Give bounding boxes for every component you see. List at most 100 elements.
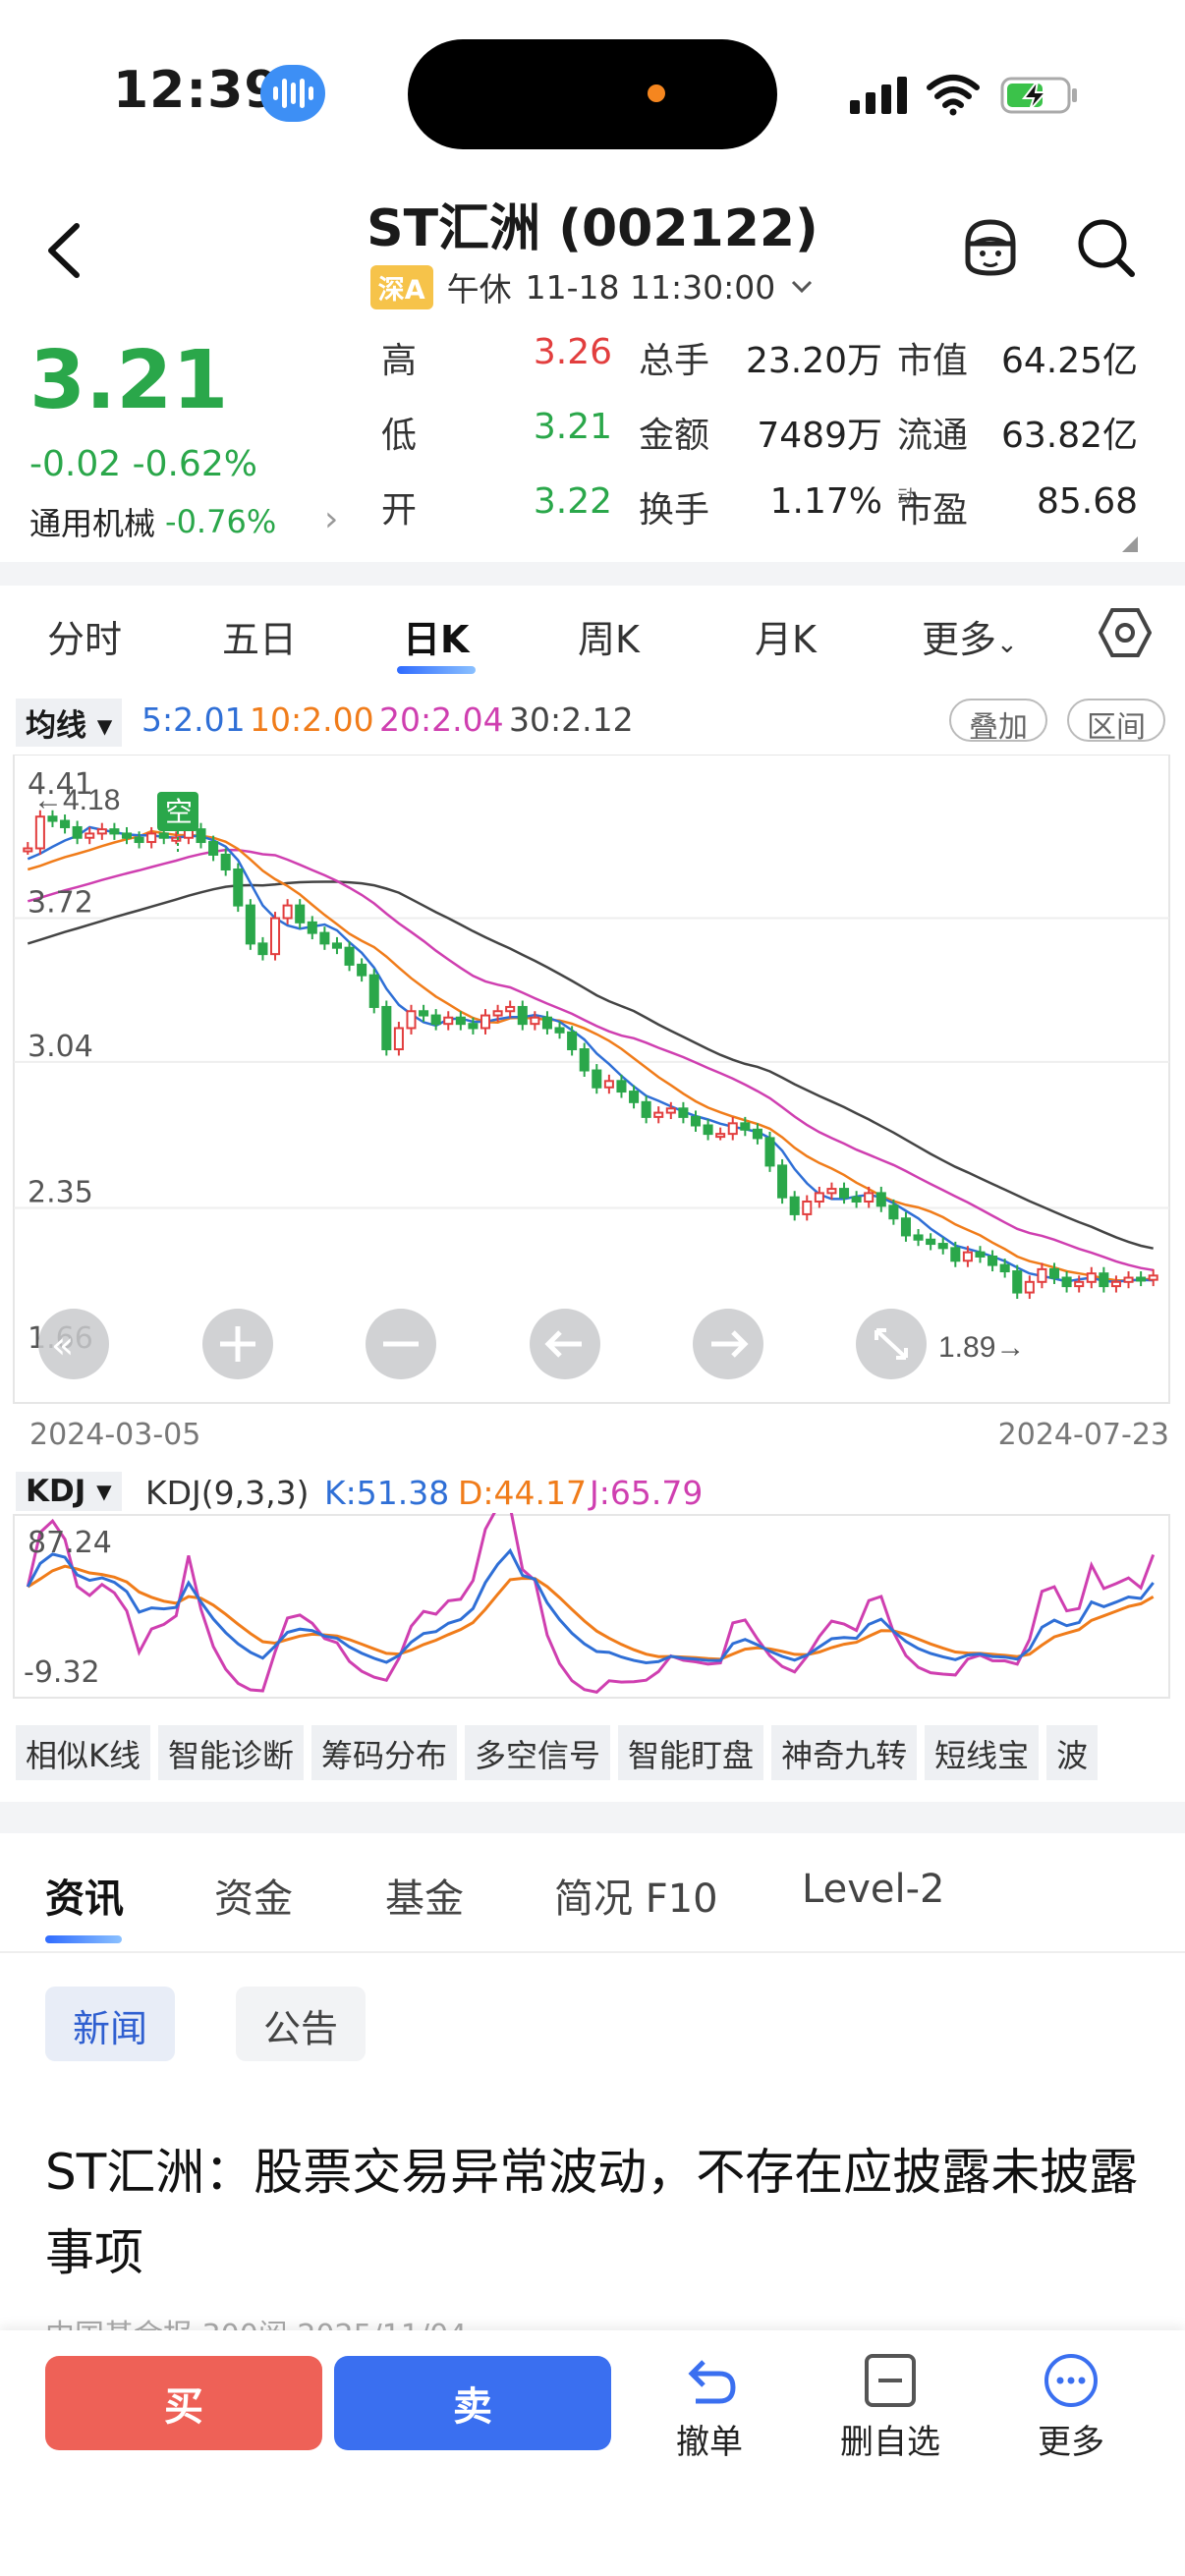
ma30-value: 30:2.12 (509, 700, 634, 739)
back-arrow-icon[interactable] (39, 218, 88, 283)
chart-settings-icon[interactable] (1099, 606, 1152, 659)
pe-type-sup: 动 (897, 485, 917, 509)
kdj-k-value: K:51.38 (324, 1474, 450, 1512)
stat-label: 高 (381, 341, 418, 381)
ma20-value: 20:2.04 (379, 700, 504, 739)
buy-button[interactable]: 买 (45, 2356, 322, 2450)
expand-corner-icon[interactable] (1122, 536, 1138, 552)
y-tick-label: 2.35 (28, 1175, 93, 1209)
ma5-line (27, 825, 1154, 1284)
tab-intraday[interactable]: 分时 (47, 618, 123, 661)
fullscreen-button[interactable] (856, 1309, 927, 1379)
tab-news-info[interactable]: 资讯 (45, 1876, 124, 1922)
sector-link[interactable]: 通用机械 -0.76% › (29, 499, 354, 544)
kdj-chart[interactable]: 87.24 -9.32 (0, 1513, 1185, 1700)
candle-body (579, 1048, 590, 1072)
candle-body (307, 921, 317, 934)
candle-body (381, 1005, 392, 1051)
candle-body (96, 828, 107, 835)
tab-profile-f10[interactable]: 简况 F10 (554, 1876, 718, 1922)
sell-button[interactable]: 卖 (334, 2356, 611, 2450)
tool-smart-watch[interactable]: 智能盯盘 (618, 1725, 764, 1780)
candle-body (740, 1122, 751, 1131)
signal-tag-text: 空 (165, 796, 193, 828)
overlay-button[interactable]: 叠加 (949, 699, 1047, 745)
subtab-announcement[interactable]: 公告 (236, 1987, 367, 2061)
jump-start-button[interactable]: « (38, 1309, 109, 1379)
stat-label: 市盈动 (897, 485, 969, 531)
candle-body (839, 1188, 850, 1199)
quote-stats: 高 3.26 总手 23.20万 市值 64.25亿 低 3.21 金额 748… (381, 332, 1167, 556)
tab-weekly-k[interactable]: 周K (578, 618, 640, 661)
more-button[interactable]: 更多 (1002, 2352, 1140, 2463)
candlestick-chart[interactable]: 4.413.723.042.351.66 ←4.18 空 1.89→ « 202… (0, 755, 1185, 1462)
zoom-in-button[interactable] (202, 1309, 273, 1379)
tool-long-short-signal[interactable]: 多空信号 (465, 1725, 611, 1780)
tool-magic-nine[interactable]: 神奇九转 (771, 1725, 918, 1780)
range-button[interactable]: 区间 (1067, 699, 1165, 745)
pan-left-button[interactable] (530, 1309, 600, 1379)
kdj-k-line (26, 1547, 1155, 1665)
status-bar: 12:39 (0, 0, 1185, 187)
tab-level2[interactable]: Level-2 (802, 1867, 945, 1912)
candle-body (727, 1122, 738, 1136)
candle-body (196, 828, 206, 844)
stats-row-open: 开 3.22 换手 1.17% 市盈动 85.68 (381, 481, 1167, 556)
tab-daily-k[interactable]: 日K (403, 618, 470, 661)
tool-smart-diagnosis[interactable]: 智能诊断 (158, 1725, 305, 1780)
stat-value: 3.22 (533, 481, 612, 522)
analysis-tools: 相似K线 智能诊断 筹码分布 多空信号 智能盯盘 神奇九转 短线宝波 (16, 1725, 1185, 1780)
candle-body (393, 1027, 404, 1051)
remove-watchlist-button[interactable]: 删自选 (821, 2352, 959, 2463)
quote-datetime: 11-18 11:30:00 (525, 267, 776, 307)
info-tabs: 资讯 资金 基金 简况 F10 Level-2 (0, 1847, 1185, 1955)
tab-monthly-k[interactable]: 月K (755, 618, 817, 661)
candle-body (777, 1164, 788, 1199)
tool-wave[interactable]: 波 (1046, 1725, 1099, 1780)
kdj-indicator-select[interactable]: KDJ ▾ (16, 1472, 122, 1511)
session-info[interactable]: 深A 午休 11-18 11:30:00 (0, 263, 1185, 310)
divider (0, 1951, 1185, 1953)
tool-chip-distribution[interactable]: 筹码分布 (311, 1725, 458, 1780)
tab-fund[interactable]: 基金 (385, 1876, 464, 1922)
candle-body (988, 1255, 998, 1266)
candle-body (690, 1115, 702, 1127)
tab-more[interactable]: 更多⌄ (922, 618, 1018, 661)
stat-value: 3.26 (533, 332, 612, 372)
ma-indicator-select[interactable]: 均线 ▾ (16, 699, 123, 747)
tool-short-term[interactable]: 短线宝 (925, 1725, 1040, 1780)
ma-lines (27, 825, 1154, 1284)
signal-tag[interactable]: 空 (157, 792, 198, 853)
tool-similar-k[interactable]: 相似K线 (16, 1725, 150, 1780)
candle-body (331, 942, 342, 949)
divider (0, 1802, 1185, 1833)
assistant-robot-icon[interactable] (958, 214, 1023, 279)
stat-value: 85.68 (1036, 481, 1138, 522)
dynamic-island (408, 39, 777, 149)
zoom-out-button[interactable] (366, 1309, 436, 1379)
kdj-lines (26, 1513, 1156, 1695)
more-label: 更多 (1038, 2423, 1104, 2462)
tab-five-day[interactable]: 五日 (222, 618, 298, 661)
candle-body (282, 904, 293, 920)
candle-body (875, 1192, 886, 1207)
news-headline[interactable]: ST汇洲：股票交易异常波动，不存在应披露未披露事项 (45, 2144, 1139, 2281)
cancel-order-button[interactable]: 撤单 (641, 2352, 778, 2463)
subtab-news[interactable]: 新闻 (45, 1987, 176, 2061)
candle-body (715, 1133, 726, 1139)
more-dots-icon (1044, 2354, 1098, 2407)
candle-body (121, 832, 133, 839)
candle-body (1037, 1267, 1047, 1283)
kdj-j-value: J:65.79 (590, 1474, 704, 1512)
candle-body (406, 1010, 417, 1030)
candle-body (295, 904, 306, 924)
kdj-legend: KDJ ▾ KDJ(9,3,3) K:51.38 D:44.17 J:65.79 (16, 1468, 1175, 1517)
search-icon[interactable] (1075, 214, 1136, 279)
tab-capital[interactable]: 资金 (214, 1876, 293, 1922)
kdj-y-top: 87.24 (28, 1526, 112, 1560)
candle-body (60, 819, 71, 828)
pan-right-button[interactable] (693, 1309, 763, 1379)
candle-body (158, 832, 169, 839)
divider (0, 562, 1185, 586)
stat-value: 1.17% (769, 481, 882, 522)
